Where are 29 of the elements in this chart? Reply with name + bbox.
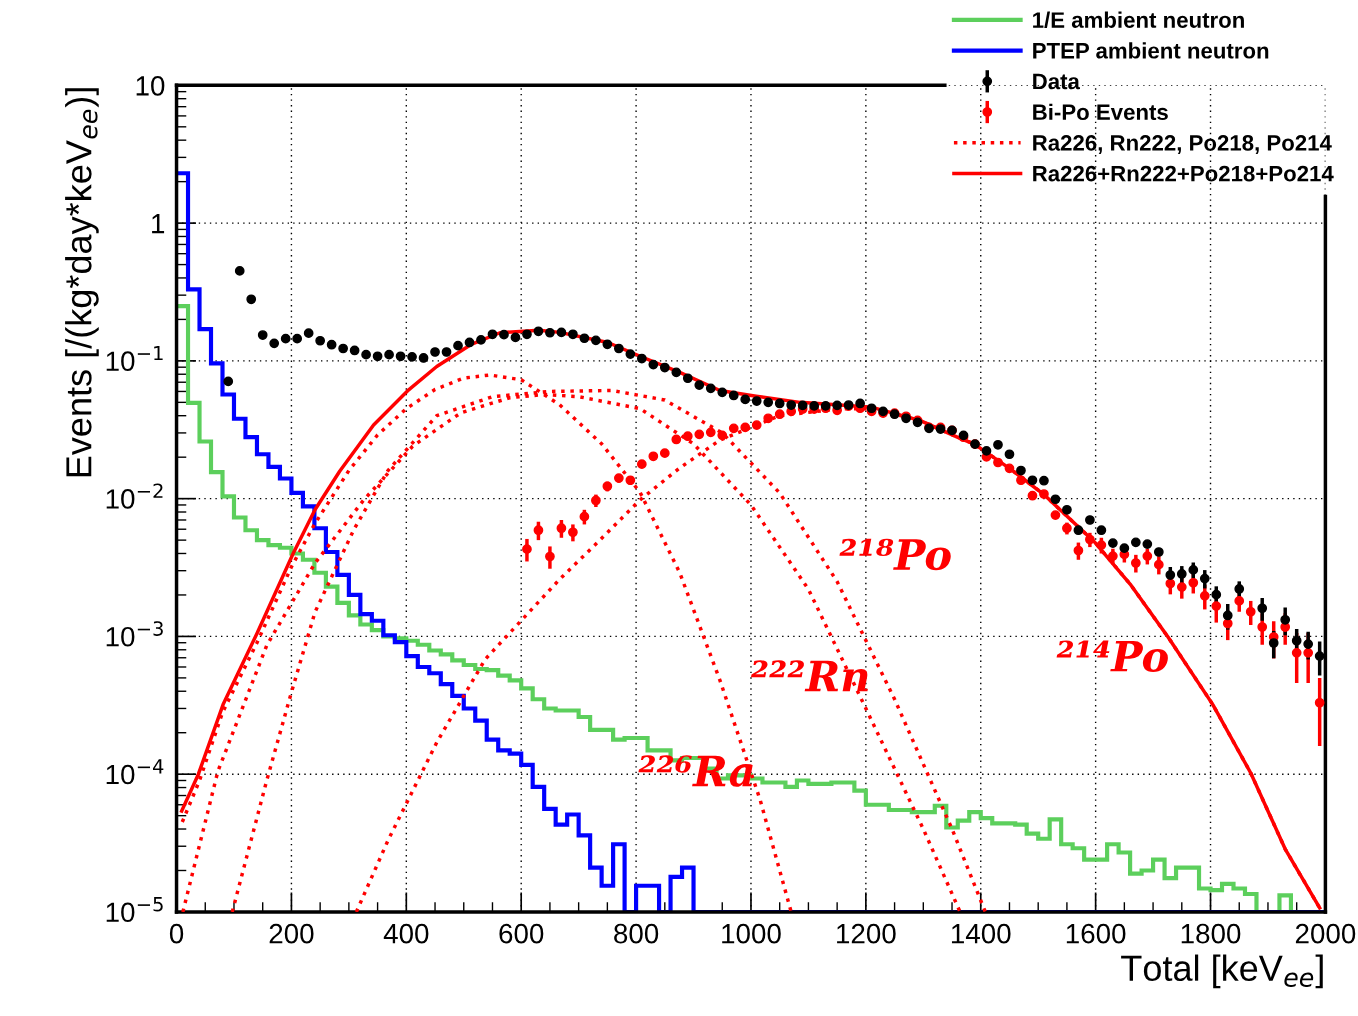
y-axis-title: Events [/(kg*day*keV$_{ee}$)] bbox=[65, 88, 99, 477]
y-tick-label: 10$^{−3}$ bbox=[106, 621, 163, 647]
x-tick-label: 0 bbox=[169, 923, 184, 944]
y-tick-label: 10$^{−2}$ bbox=[106, 483, 163, 509]
x-tick-label: 1800 bbox=[1181, 923, 1241, 944]
y-tick-label: 10$^{−4}$ bbox=[106, 759, 164, 785]
x-tick-label: 800 bbox=[614, 923, 659, 944]
y-tick-label: 10 bbox=[136, 76, 165, 96]
x-tick-label: 600 bbox=[499, 923, 544, 944]
x-tick-label: 1400 bbox=[951, 923, 1011, 944]
x-tick-label: 400 bbox=[383, 923, 429, 944]
legend-label: Data bbox=[1033, 73, 1081, 90]
y-tick-label: 1 bbox=[152, 214, 165, 234]
legend-label: PTEP ambient neutron bbox=[1033, 42, 1269, 59]
y-tick-label: 10$^{−1}$ bbox=[106, 345, 163, 372]
x-axis-title: Total [keV$_{ee}$] bbox=[1121, 954, 1323, 989]
x-tick-label: 200 bbox=[269, 923, 314, 944]
x-tick-label: 1000 bbox=[722, 923, 781, 944]
legend-label: Ra226, Rn222, Po218, Po214 bbox=[1033, 135, 1332, 154]
x-tick-label: 1200 bbox=[837, 923, 896, 944]
annotation: ²²²Rn bbox=[750, 660, 868, 692]
annotation: ²¹⁸Po bbox=[839, 538, 951, 571]
annotation: ²¹⁴Po bbox=[1056, 640, 1168, 672]
x-tick-label: 2000 bbox=[1295, 923, 1356, 944]
y-tick-label: 10$^{−5}$ bbox=[106, 897, 163, 923]
legend-label: 1/E ambient neutron bbox=[1033, 11, 1244, 29]
x-tick-label: 1600 bbox=[1066, 923, 1126, 944]
legend-label: Ra226+Rn222+Po218+Po214 bbox=[1033, 165, 1334, 182]
legend-label: Bi-Po Events bbox=[1033, 103, 1168, 121]
